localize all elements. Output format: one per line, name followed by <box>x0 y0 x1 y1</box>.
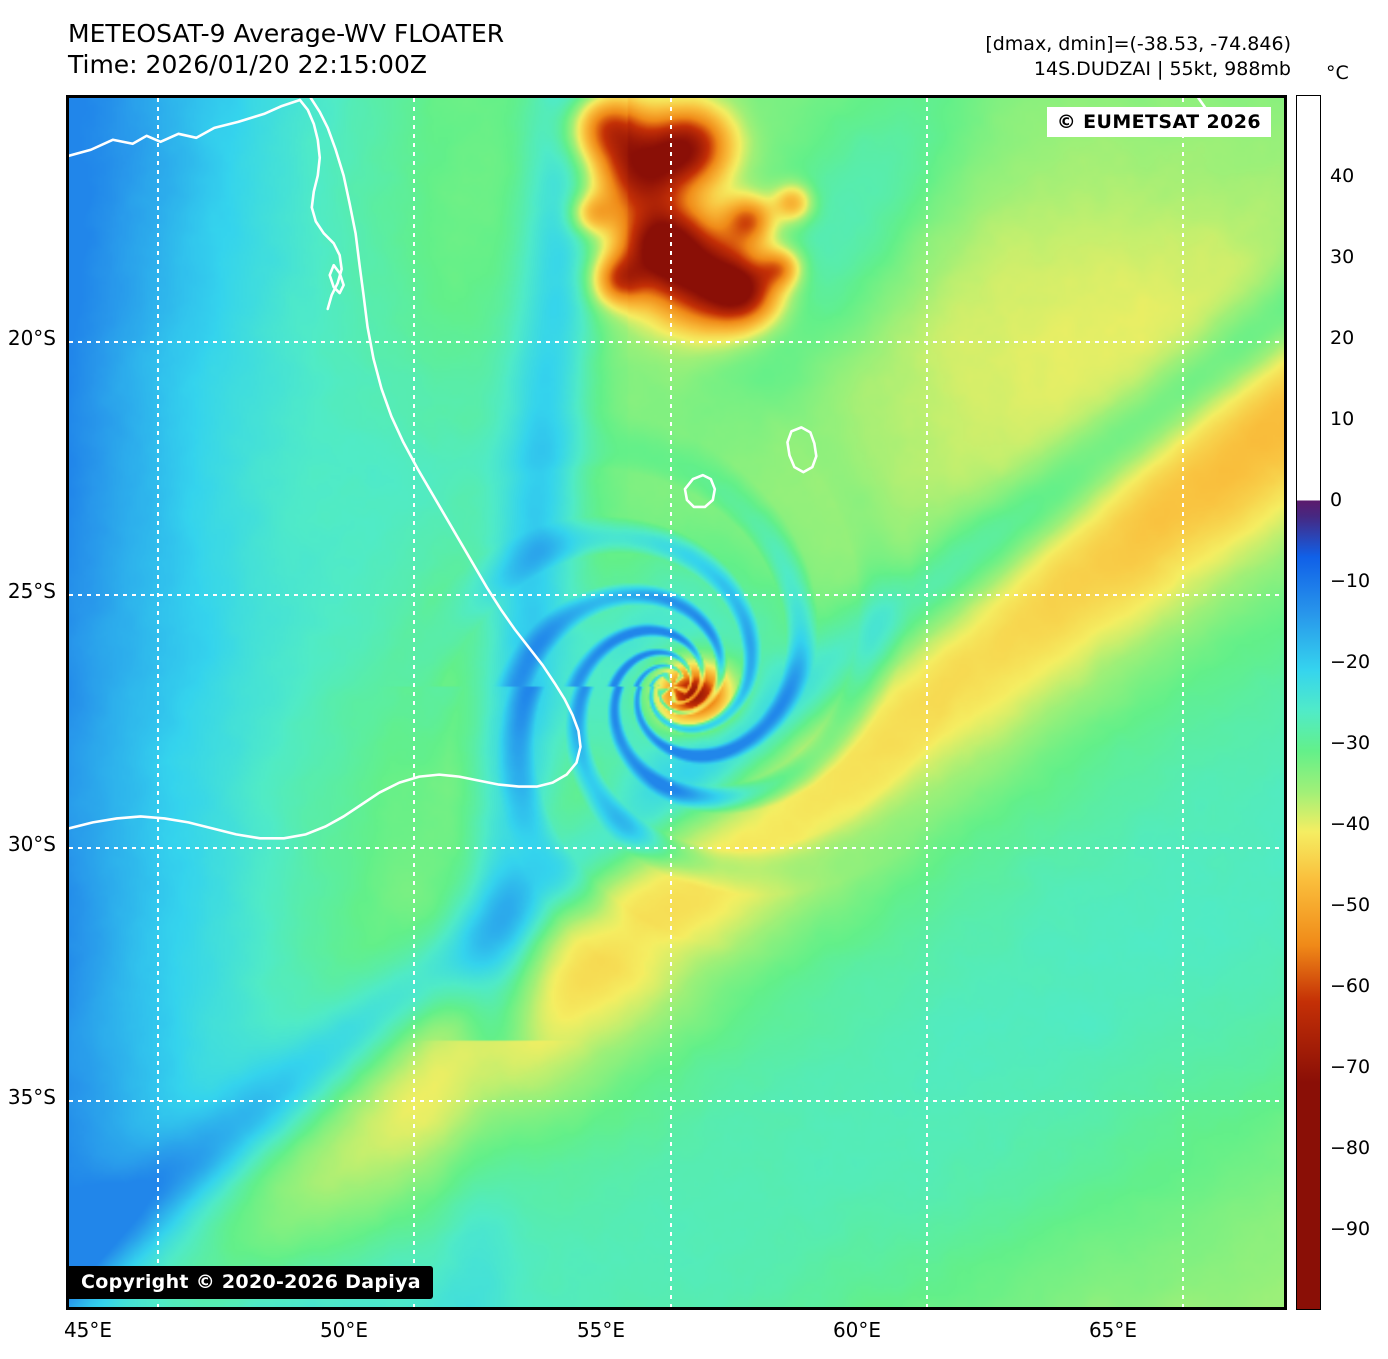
satellite-imagery-canvas <box>69 98 1284 1307</box>
colorbar-tick-m60: −60 <box>1330 975 1371 997</box>
metadata-block: [dmax, dmin]=(-38.53, -74.846) 14S.DUDZA… <box>985 32 1291 82</box>
ytick-label-25S: 25°S <box>7 579 56 603</box>
xtick-label-45E: 45°E <box>63 1318 113 1342</box>
ytick-label-35S: 35°S <box>7 1085 56 1109</box>
colorbar-tick-m50: −50 <box>1330 894 1371 916</box>
colorbar-tick-m10: −10 <box>1330 570 1371 592</box>
colorbar <box>1296 95 1321 1310</box>
xtick-label-65E: 65°E <box>1088 1318 1138 1342</box>
colorbar-unit-label: °C <box>1326 62 1349 84</box>
satellite-image-plot: © EUMETSAT 2026 Copyright © 2020-2026 Da… <box>66 95 1287 1310</box>
xtick-label-55E: 55°E <box>576 1318 626 1342</box>
colorbar-tick-20: 20 <box>1330 327 1355 349</box>
colorbar-tick-m40: −40 <box>1330 813 1371 835</box>
colorbar-tick-m30: −30 <box>1330 732 1371 754</box>
colorbar-tick-m20: −20 <box>1330 651 1371 673</box>
colorbar-tick-m80: −80 <box>1330 1137 1371 1159</box>
colorbar-tick-10: 10 <box>1330 408 1355 430</box>
ytick-label-20S: 20°S <box>7 326 56 350</box>
colorbar-gradient <box>1296 95 1321 1310</box>
ytick-label-30S: 30°S <box>7 832 56 856</box>
dapiya-copyright-badge: Copyright © 2020-2026 Dapiya <box>69 1266 433 1299</box>
storm-info-text: 14S.DUDZAI | 55kt, 988mb <box>1033 58 1291 80</box>
page-title: METEOSAT-9 Average-WV FLOATER Time: 2026… <box>68 18 504 80</box>
xtick-label-60E: 60°E <box>832 1318 882 1342</box>
product-title: METEOSAT-9 Average-WV FLOATER <box>68 19 505 48</box>
eumetsat-copyright-badge: © EUMETSAT 2026 <box>1046 107 1271 137</box>
observation-time: Time: 2026/01/20 22:15:00Z <box>68 50 427 79</box>
colorbar-tick-m90: −90 <box>1330 1218 1371 1240</box>
colorbar-tick-30: 30 <box>1330 246 1355 268</box>
data-range-text: [dmax, dmin]=(-38.53, -74.846) <box>985 33 1291 55</box>
colorbar-tick-m70: −70 <box>1330 1056 1371 1078</box>
colorbar-tick-40: 40 <box>1330 165 1355 187</box>
colorbar-tick-0: 0 <box>1330 489 1343 511</box>
xtick-label-50E: 50°E <box>319 1318 369 1342</box>
